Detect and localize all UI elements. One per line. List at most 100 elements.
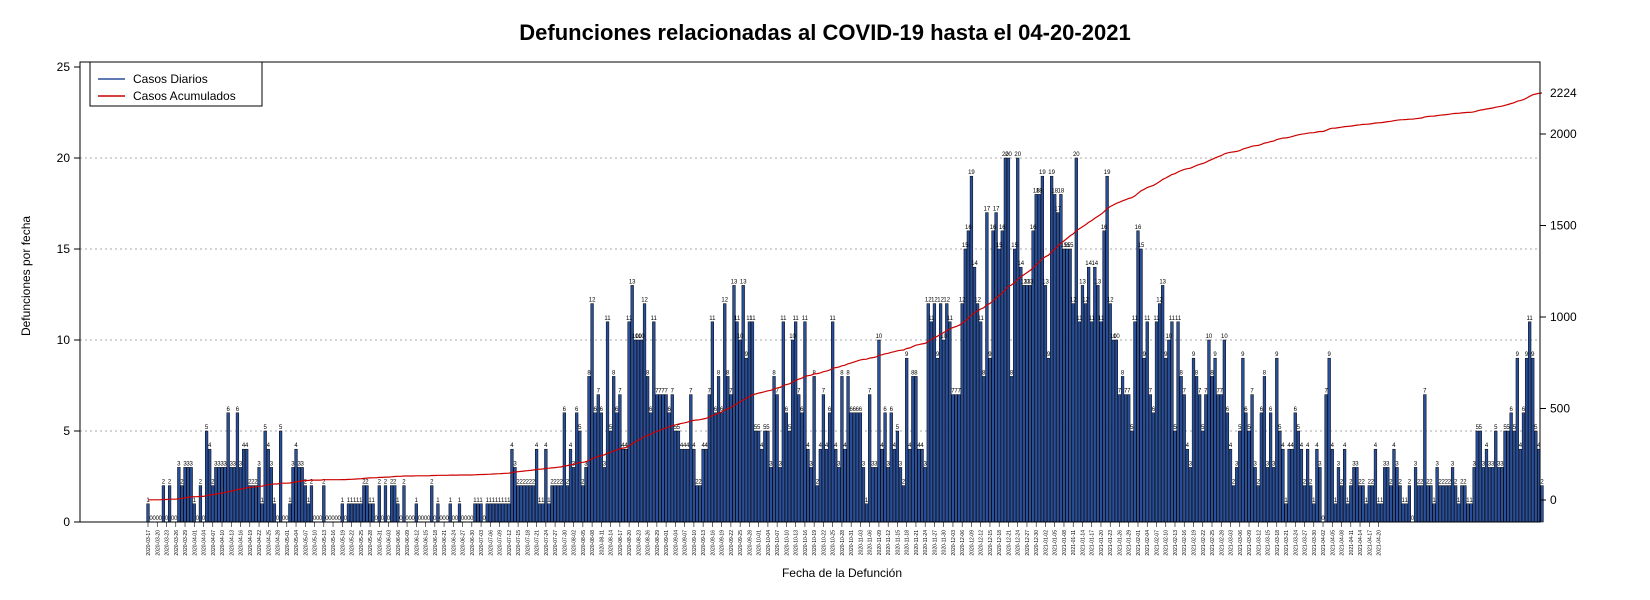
bar: [1383, 467, 1387, 523]
bar: [1056, 212, 1060, 523]
bar-value-label: 1: [1405, 498, 1409, 504]
y-tick-label: 10: [57, 333, 71, 347]
bar-value-label: 11: [978, 316, 985, 322]
bar-value-label: 2: [393, 480, 397, 486]
y-tick-label: 20: [57, 151, 71, 165]
bar: [1302, 485, 1307, 523]
bar-value-label: 2: [1349, 480, 1353, 486]
bar: [1494, 430, 1498, 523]
bar: [803, 321, 807, 523]
x-tick-label: 2021-01-23: [1108, 530, 1114, 556]
bar: [1284, 503, 1288, 523]
bar-value-label: 12: [1107, 298, 1114, 304]
bar: [362, 485, 366, 523]
bar: [1068, 248, 1072, 523]
bar: [698, 485, 702, 523]
bar-value-label: 11: [1169, 316, 1176, 322]
bar-value-label: 15: [962, 243, 969, 249]
bar-value-label: 1: [415, 498, 419, 504]
bar-value-label: 3: [513, 461, 517, 467]
bar-value-label: 10: [789, 334, 796, 340]
bar-value-label: 9: [1192, 352, 1196, 358]
bar-value-label: 6: [1260, 407, 1264, 413]
bar: [661, 394, 665, 523]
bar-value-label: 3: [1254, 461, 1258, 467]
x-tick-label: 2021-04-05: [1330, 530, 1336, 556]
bar-value-label: 0: [427, 516, 431, 522]
bar: [815, 485, 819, 523]
bar: [775, 394, 779, 523]
bar: [1006, 157, 1011, 523]
bar-value-label: 2: [378, 480, 382, 486]
x-tick-label: 2021-02-25: [1210, 530, 1216, 556]
bar: [738, 339, 742, 523]
bar-value-label: 7: [658, 389, 662, 395]
bar-value-label: 7: [655, 389, 659, 395]
bar-value-label: 0: [421, 516, 425, 522]
bar: [1515, 357, 1519, 523]
bar: [1207, 339, 1211, 523]
bar-value-label: 3: [214, 461, 218, 467]
y2-tick-label: 1000: [1550, 310, 1577, 324]
legend-label-cumulative: Casos Acumulados: [133, 89, 236, 103]
bar: [806, 448, 810, 523]
bar-value-label: 6: [1269, 407, 1273, 413]
bar-value-label: 12: [721, 298, 728, 304]
bar: [778, 467, 782, 523]
bar-value-label: 6: [1522, 407, 1526, 413]
bar-value-label: 1: [1334, 498, 1338, 504]
bar: [1179, 376, 1183, 523]
bar-value-label: 16: [1135, 225, 1142, 231]
bar-value-label: 8: [911, 370, 915, 376]
bar-value-label: 1: [504, 498, 508, 504]
bar: [300, 467, 304, 523]
x-tick-label: 2020-10-13: [794, 530, 800, 556]
bar: [713, 412, 718, 523]
bar: [1204, 394, 1208, 523]
bar-value-label: 3: [924, 461, 928, 467]
bar-value-label: 3: [239, 461, 243, 467]
bar: [612, 376, 616, 523]
y2-tick-label: 2000: [1550, 127, 1577, 141]
x-tick-label: 2020-10-22: [821, 530, 827, 556]
bar: [1447, 485, 1452, 523]
bar: [1389, 485, 1393, 523]
bar-value-label: 3: [1266, 461, 1270, 467]
bar: [497, 503, 502, 523]
bar: [1346, 503, 1350, 523]
x-tick-label: 2021-03-12: [1256, 530, 1262, 556]
bar-value-label: 5: [1503, 425, 1507, 431]
x-axis: 2020-03-17 2020-03-20 2020-03-23 2020-03-26…: [146, 522, 1383, 556]
bar-value-label: 2: [1232, 480, 1236, 486]
bar-value-label: 7: [1204, 389, 1208, 395]
x-tick-label: 2021-04-02: [1321, 530, 1327, 556]
bar-value-label: 4: [1392, 443, 1396, 449]
x-tick-label: 2020-05-28: [368, 530, 374, 556]
bar: [1435, 467, 1439, 523]
bar-value-label: 11: [1144, 316, 1151, 322]
bar-value-label: 3: [603, 461, 607, 467]
bar-value-label: 12: [1082, 298, 1089, 304]
bar-value-label: 0: [165, 516, 169, 522]
bar-value-label: 2: [553, 480, 557, 486]
bar-value-label: 9: [988, 352, 992, 358]
bar-value-label: 11: [746, 316, 753, 322]
bar: [1404, 503, 1408, 523]
bar-value-label: 3: [837, 461, 841, 467]
x-tick-label: 2020-12-18: [997, 530, 1003, 556]
bar-value-label: 5: [1476, 425, 1480, 431]
bar-value-label: 0: [325, 516, 329, 522]
bar-value-label: 15: [1138, 243, 1145, 249]
bar: [1250, 394, 1254, 523]
bar: [485, 503, 489, 523]
x-tick-label: 2020-11-09: [877, 530, 883, 555]
bar-value-label: 14: [1091, 261, 1098, 267]
bar-value-label: 0: [433, 516, 437, 522]
bar-value-label: 3: [1272, 461, 1276, 467]
bar: [525, 485, 529, 523]
x-tick-label: 2020-03-20: [155, 530, 161, 556]
bar-value-label: 7: [1423, 389, 1427, 395]
bar-value-label: 2: [1445, 480, 1449, 486]
bar: [954, 394, 958, 523]
